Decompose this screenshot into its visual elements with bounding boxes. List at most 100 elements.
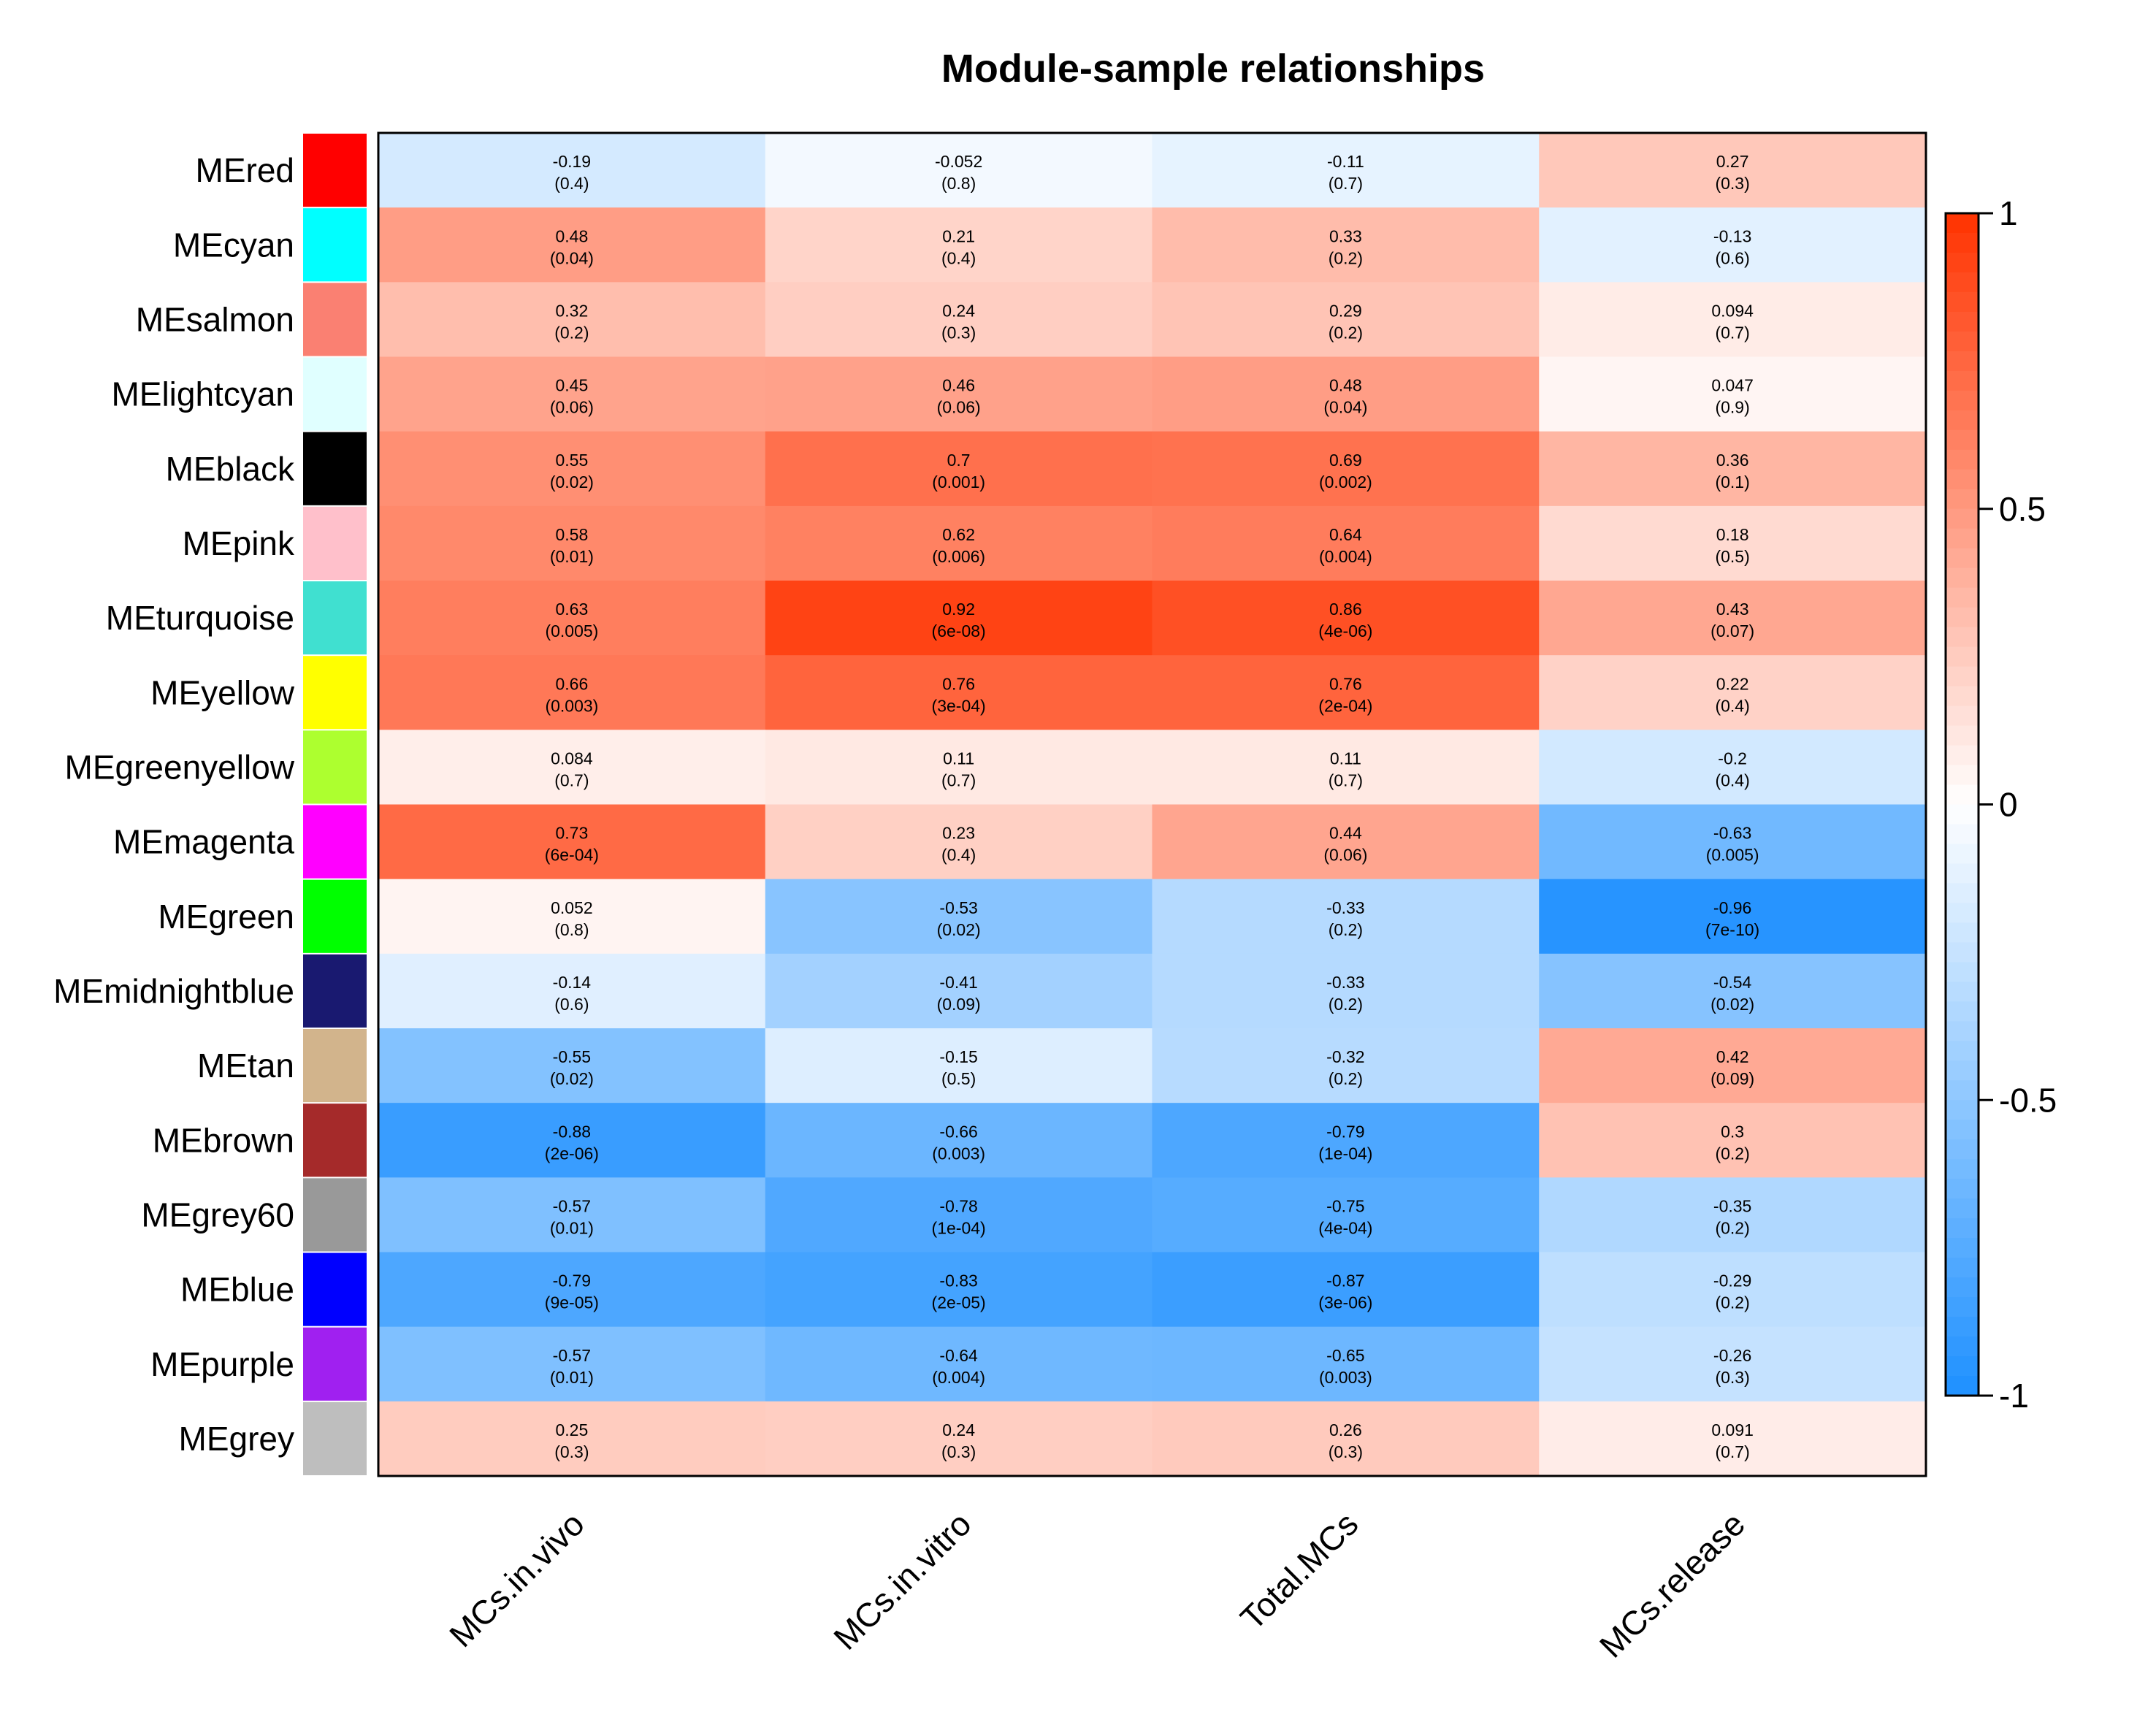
row-label: MEgreenyellow xyxy=(65,748,295,786)
cell-pvalue-label: (0.4) xyxy=(1715,696,1749,715)
heatmap-cell xyxy=(1539,1103,1927,1178)
cell-correlation-label: 0.36 xyxy=(1716,451,1749,470)
cell-correlation-label: -0.87 xyxy=(1326,1271,1364,1290)
cell-correlation-label: 0.094 xyxy=(1711,301,1754,320)
cell-pvalue-label: (0.7) xyxy=(1715,1442,1749,1461)
heatmap-cell xyxy=(765,207,1152,283)
cell-correlation-label: 0.11 xyxy=(1330,749,1361,768)
colorbar-step xyxy=(1946,1100,1979,1120)
module-swatch xyxy=(303,1252,367,1326)
colorbar-step xyxy=(1946,942,1979,963)
cell-correlation-label: 0.92 xyxy=(942,600,975,619)
heatmap-cell xyxy=(765,879,1152,955)
cell-pvalue-label: (9e-05) xyxy=(545,1293,599,1312)
heatmap-cell xyxy=(1539,581,1927,656)
cell-correlation-label: 0.091 xyxy=(1711,1420,1754,1439)
colorbar-step xyxy=(1946,252,1979,273)
heatmap-cell xyxy=(1152,1326,1540,1402)
heatmap-cell xyxy=(378,1103,766,1178)
module-swatch xyxy=(303,357,367,431)
cell-pvalue-label: (0.8) xyxy=(941,174,976,193)
cell-pvalue-label: (0.01) xyxy=(550,547,594,566)
heatmap-cell xyxy=(1152,1401,1540,1477)
cell-pvalue-label: (0.004) xyxy=(1319,547,1372,566)
heatmap-cell xyxy=(378,282,766,357)
cell-pvalue-label: (0.3) xyxy=(1329,1442,1363,1461)
colorbar-step xyxy=(1946,1356,1979,1377)
cell-pvalue-label: (0.6) xyxy=(554,995,589,1014)
cell-correlation-label: -0.66 xyxy=(939,1122,977,1141)
heatmap-cell xyxy=(378,431,766,507)
heatmap-cell xyxy=(765,1177,1152,1252)
column-label: MCs.in.vitro xyxy=(826,1504,978,1656)
heatmap-cell xyxy=(1152,282,1540,357)
heatmap-cell xyxy=(1152,431,1540,507)
module-swatch xyxy=(303,1401,367,1475)
cell-pvalue-label: (0.003) xyxy=(1319,1368,1372,1387)
cell-pvalue-label: (0.4) xyxy=(941,248,976,267)
cell-pvalue-label: (0.2) xyxy=(1329,1069,1363,1088)
cell-correlation-label: 0.11 xyxy=(943,749,974,768)
row-label: MEsalmon xyxy=(136,300,294,338)
colorbar-step xyxy=(1946,666,1979,687)
heatmap-cell xyxy=(1539,1401,1927,1477)
cell-correlation-label: 0.64 xyxy=(1329,525,1362,544)
cell-correlation-label: -0.75 xyxy=(1326,1196,1364,1215)
colorbar-step xyxy=(1946,745,1979,766)
cell-correlation-label: -0.35 xyxy=(1713,1196,1751,1215)
cell-pvalue-label: (0.7) xyxy=(1329,770,1363,789)
colorbar-step xyxy=(1946,863,1979,884)
colorbar-step xyxy=(1946,1198,1979,1219)
cell-correlation-label: -0.33 xyxy=(1326,898,1364,917)
cell-pvalue-label: (0.6) xyxy=(1715,248,1749,267)
heatmap-cell xyxy=(765,282,1152,357)
cell-pvalue-label: (0.003) xyxy=(545,696,598,715)
cell-pvalue-label: (0.3) xyxy=(1715,1368,1749,1387)
heatmap-cells: -0.19 (0.4) -0.052 (0.8) -0.11 (0.7) 0.27 (0.3)… xyxy=(378,133,1927,1477)
colorbar-step xyxy=(1946,646,1979,668)
heatmap-cell xyxy=(378,356,766,432)
cell-correlation-label: -0.052 xyxy=(935,152,982,171)
heatmap-cell xyxy=(1152,953,1540,1029)
cell-correlation-label: -0.14 xyxy=(553,973,592,992)
colorbar-step xyxy=(1946,311,1979,332)
heatmap-cell xyxy=(765,431,1152,507)
cell-correlation-label: -0.79 xyxy=(553,1271,591,1290)
colorbar-step xyxy=(1946,686,1979,707)
colorbar-step xyxy=(1946,883,1979,904)
cell-correlation-label: 0.27 xyxy=(1716,152,1749,171)
heatmap-cell xyxy=(1539,207,1927,283)
colorbar-step xyxy=(1946,1159,1979,1179)
cell-correlation-label: 0.24 xyxy=(942,1420,975,1439)
colorbar-step xyxy=(1946,1060,1979,1081)
module-color-swatches xyxy=(303,134,367,1475)
colorbar-step xyxy=(1946,1218,1979,1239)
column-labels: MCs.in.vivo MCs.in.vitro Total.MCs MCs.rele… xyxy=(442,1504,1752,1664)
cell-correlation-label: 0.3 xyxy=(1721,1122,1744,1141)
cell-correlation-label: 0.33 xyxy=(1329,226,1362,245)
cell-correlation-label: 0.86 xyxy=(1329,600,1362,619)
heatmap-cell xyxy=(378,1326,766,1402)
colorbar-step xyxy=(1946,272,1979,293)
cell-pvalue-label: (2e-05) xyxy=(932,1293,986,1312)
row-label: MEpurple xyxy=(150,1345,294,1383)
cell-correlation-label: 0.23 xyxy=(942,824,975,843)
cell-correlation-label: -0.15 xyxy=(939,1047,977,1066)
row-label: MEturquoise xyxy=(106,599,294,637)
colorbar-step xyxy=(1946,390,1979,411)
colorbar-step xyxy=(1946,1080,1979,1101)
colorbar-step xyxy=(1946,213,1979,234)
heatmap-cell xyxy=(1152,207,1540,283)
cell-pvalue-label: (0.2) xyxy=(1329,248,1363,267)
heatmap-cell xyxy=(378,133,766,208)
cell-pvalue-label: (1e-04) xyxy=(1318,1144,1372,1163)
cell-pvalue-label: (0.001) xyxy=(932,473,985,492)
heatmap-cell xyxy=(1539,1028,1927,1104)
cell-pvalue-label: (0.005) xyxy=(1706,846,1759,865)
cell-correlation-label: 0.63 xyxy=(555,600,588,619)
colorbar-step xyxy=(1946,1277,1979,1298)
colorbar-step xyxy=(1946,804,1979,825)
module-swatch xyxy=(303,581,367,655)
module-swatch xyxy=(303,805,367,879)
heatmap-cell xyxy=(765,1252,1152,1328)
